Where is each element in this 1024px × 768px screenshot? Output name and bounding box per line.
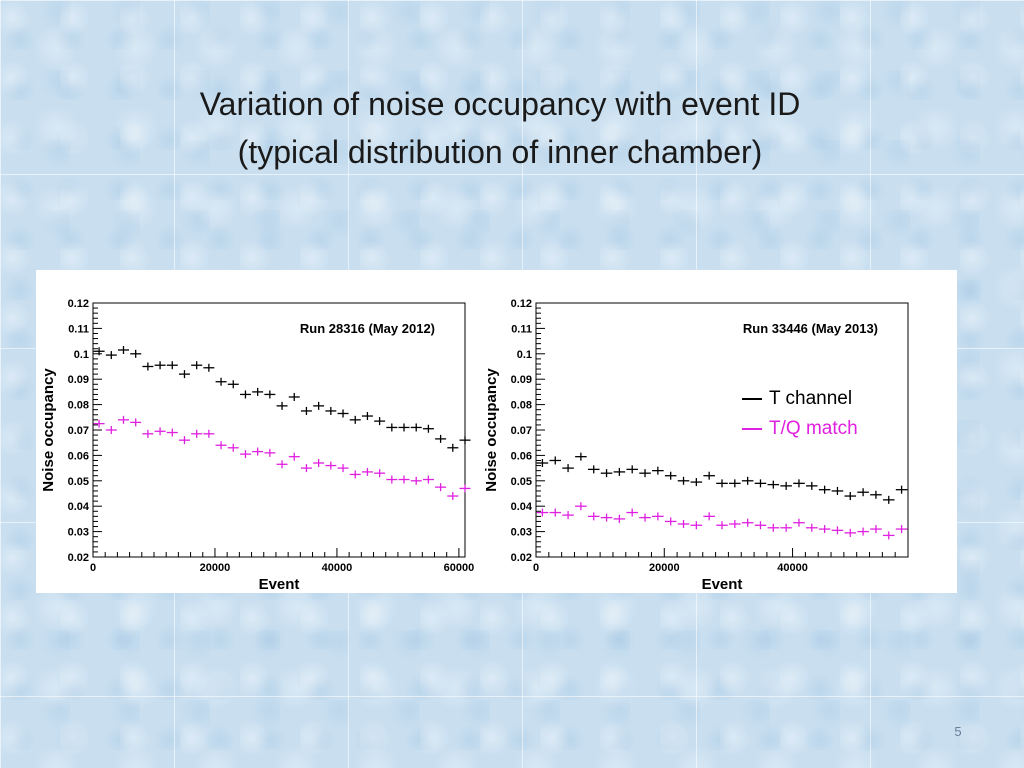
y-tick-label: 0.1 [517,349,532,361]
y-tick-label: 0.03 [68,527,89,539]
y-tick-label: 0.06 [511,450,532,462]
legend-swatch-tq-match [742,428,762,430]
y-tick-label: 0.03 [511,527,532,539]
y-tick-label: 0.08 [68,400,89,412]
chart-2: 0.02 0.03 0.04 0.05 0.06 0.07 0.08 0.09 0.1 0.11 0… [483,298,909,593]
chart-title: Run 28316 (May 2012) [300,321,435,336]
legend-item-t-channel: T channel [742,384,858,414]
y-tick-label: 0.02 [511,552,532,564]
y-tick-label: 0.04 [511,501,533,513]
y-tick-label: 0.06 [68,450,89,462]
chart-panel: 0.02 0.03 0.04 0.05 0.06 0.07 0.08 0.09 0.1 0.11 0… [36,270,957,593]
series-tq-match [536,502,908,540]
x-tick-label: 40000 [322,562,353,574]
y-tick-label: 0.11 [68,323,89,335]
y-tick-label: 0.09 [68,374,89,386]
slide-title-line-2: (typical distribution of inner chamber) [237,134,763,170]
legend: T channel T/Q match [742,384,858,444]
chart-title: Run 33446 (May 2013) [743,321,878,336]
series-t-channel [93,345,471,452]
y-tick-label: 0.04 [68,501,90,513]
legend-label-tq-match: T/Q match [769,418,858,439]
x-axis-label: Event [259,576,300,593]
x-tick-label: 40000 [777,562,808,574]
plot-frame [92,302,466,558]
x-axis-label: Event [702,576,743,593]
page-number: 5 [954,724,962,739]
y-tick-label: 0.11 [511,323,532,335]
y-tick-label: 0.05 [511,476,532,488]
slide-title: Variation of noise occupancy with event … [0,80,1000,176]
y-tick-label: 0.09 [511,374,532,386]
y-tick-label: 0.12 [511,298,532,310]
y-axis-label: Noise occupancy [40,368,57,492]
y-tick-label: 0.12 [68,298,89,310]
slide-title-line-1: Variation of noise occupancy with event … [199,86,801,122]
legend-label-t-channel: T channel [769,388,853,409]
series-tq-match [93,415,471,501]
y-tick-label: 0.02 [68,552,89,564]
x-tick-label: 60000 [444,562,475,574]
x-tick-label: 20000 [649,562,680,574]
y-tick-label: 0.07 [511,425,532,437]
charts-svg: 0.02 0.03 0.04 0.05 0.06 0.07 0.08 0.09 0.1 0.11 0… [40,298,909,593]
x-tick-label: 0 [533,562,539,574]
legend-item-tq-match: T/Q match [742,414,858,444]
x-tick-label: 0 [90,562,96,574]
chart-1: 0.02 0.03 0.04 0.05 0.06 0.07 0.08 0.09 0.1 0.11 0… [40,298,474,593]
y-axis-label: Noise occupancy [483,368,500,492]
x-tick-label: 20000 [200,562,231,574]
legend-swatch-t-channel [742,398,762,400]
y-tick-label: 0.07 [68,425,89,437]
series-t-channel [536,452,908,504]
y-tick-label: 0.08 [511,400,532,412]
y-tick-label: 0.1 [74,349,89,361]
y-tick-label: 0.05 [68,476,89,488]
